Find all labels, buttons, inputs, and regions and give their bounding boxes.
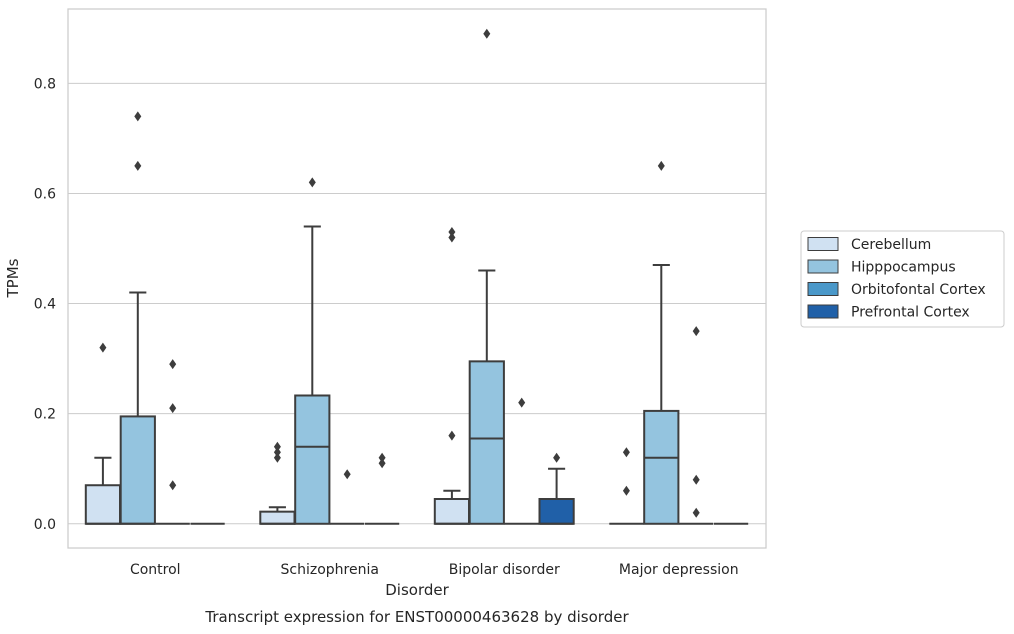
box-body: [294, 394, 331, 525]
outlier-point: [657, 160, 665, 171]
y-tick-label: 0.0: [34, 517, 56, 533]
box-hipppocampus: [294, 177, 331, 525]
legend-label: Hipppocampus: [851, 260, 956, 276]
box-body: [538, 498, 575, 525]
legend-swatch: [807, 304, 839, 319]
legend-label: Cerebellum: [851, 237, 931, 253]
box-prefrontal-cortex: [364, 452, 400, 525]
box-body: [259, 510, 296, 525]
outlier-point: [99, 342, 107, 353]
y-tick-label: 0.8: [34, 76, 56, 92]
x-tick-label: Bipolar disorder: [449, 562, 560, 578]
outlier-point: [273, 447, 281, 458]
outlier-point: [343, 469, 351, 480]
x-tick-label: Major depression: [619, 562, 739, 578]
outlier-point: [134, 160, 142, 171]
outlier-point: [553, 452, 561, 463]
outlier-point: [378, 458, 386, 469]
x-axis-label: Disorder: [385, 581, 449, 599]
legend-frame: [800, 230, 1005, 328]
outlier-point: [169, 480, 177, 491]
outlier-point: [273, 441, 281, 452]
y-axis-label: TPMs: [4, 258, 22, 298]
outlier-point: [308, 177, 316, 188]
outlier-point: [378, 452, 386, 463]
outlier-point: [448, 226, 456, 237]
outlier-point: [692, 474, 700, 485]
box-hipppocampus: [643, 160, 680, 525]
box-prefrontal-cortex: [538, 452, 575, 525]
box-orbitofontal-cortex: [679, 326, 714, 525]
box-cerebellum: [433, 226, 471, 525]
box-orbitofontal-cortex: [504, 397, 539, 525]
y-tick-labels: 0.0 0.2 0.4 0.6 0.8: [34, 76, 56, 532]
legend-label: Orbitofontal Cortex: [851, 282, 986, 298]
outlier-point: [692, 507, 700, 518]
outlier-point: [622, 447, 630, 458]
outlier-point: [169, 359, 177, 370]
outlier-point: [622, 485, 630, 496]
y-tick-label: 0.4: [34, 297, 56, 313]
legend: Cerebellum Hipppocampus Orbitofontal Corte…: [800, 230, 1005, 328]
outlier-point: [169, 403, 177, 414]
box-orbitofontal-cortex: [155, 359, 190, 525]
y-tick-label: 0.6: [34, 186, 56, 202]
box-body: [119, 415, 156, 525]
box-body: [84, 484, 122, 525]
legend-swatch: [807, 237, 839, 251]
outlier-point: [518, 397, 526, 408]
plot-area-frame: [67, 8, 767, 549]
y-tick-label: 0.2: [34, 407, 56, 423]
x-tick-labels: Control Schizophrenia Bipolar disorder Majo…: [130, 562, 739, 578]
box-series: [84, 28, 749, 525]
x-tick-label: Control: [130, 562, 181, 578]
outlier-point: [448, 232, 456, 243]
outlier-point: [448, 430, 456, 441]
legend-swatch: [807, 259, 839, 274]
legend-swatch: [807, 282, 839, 296]
outlier-point: [692, 326, 700, 337]
chart-caption: Transcript expression for ENST0000046362…: [204, 608, 629, 626]
box-cerebellum: [609, 447, 644, 525]
box-cerebellum: [84, 342, 122, 525]
outlier-point: [483, 28, 491, 39]
x-tick-label: Schizophrenia: [281, 562, 379, 578]
legend-label: Prefrontal Cortex: [851, 305, 970, 321]
box-hipppocampus: [468, 28, 505, 525]
outlier-point: [134, 111, 142, 122]
box-body: [643, 409, 680, 525]
box-cerebellum: [259, 441, 296, 525]
outlier-point: [273, 452, 281, 463]
box-body: [468, 360, 505, 525]
box-hipppocampus: [119, 111, 156, 525]
box-body: [433, 498, 471, 525]
box-orbitofontal-cortex: [330, 469, 365, 525]
